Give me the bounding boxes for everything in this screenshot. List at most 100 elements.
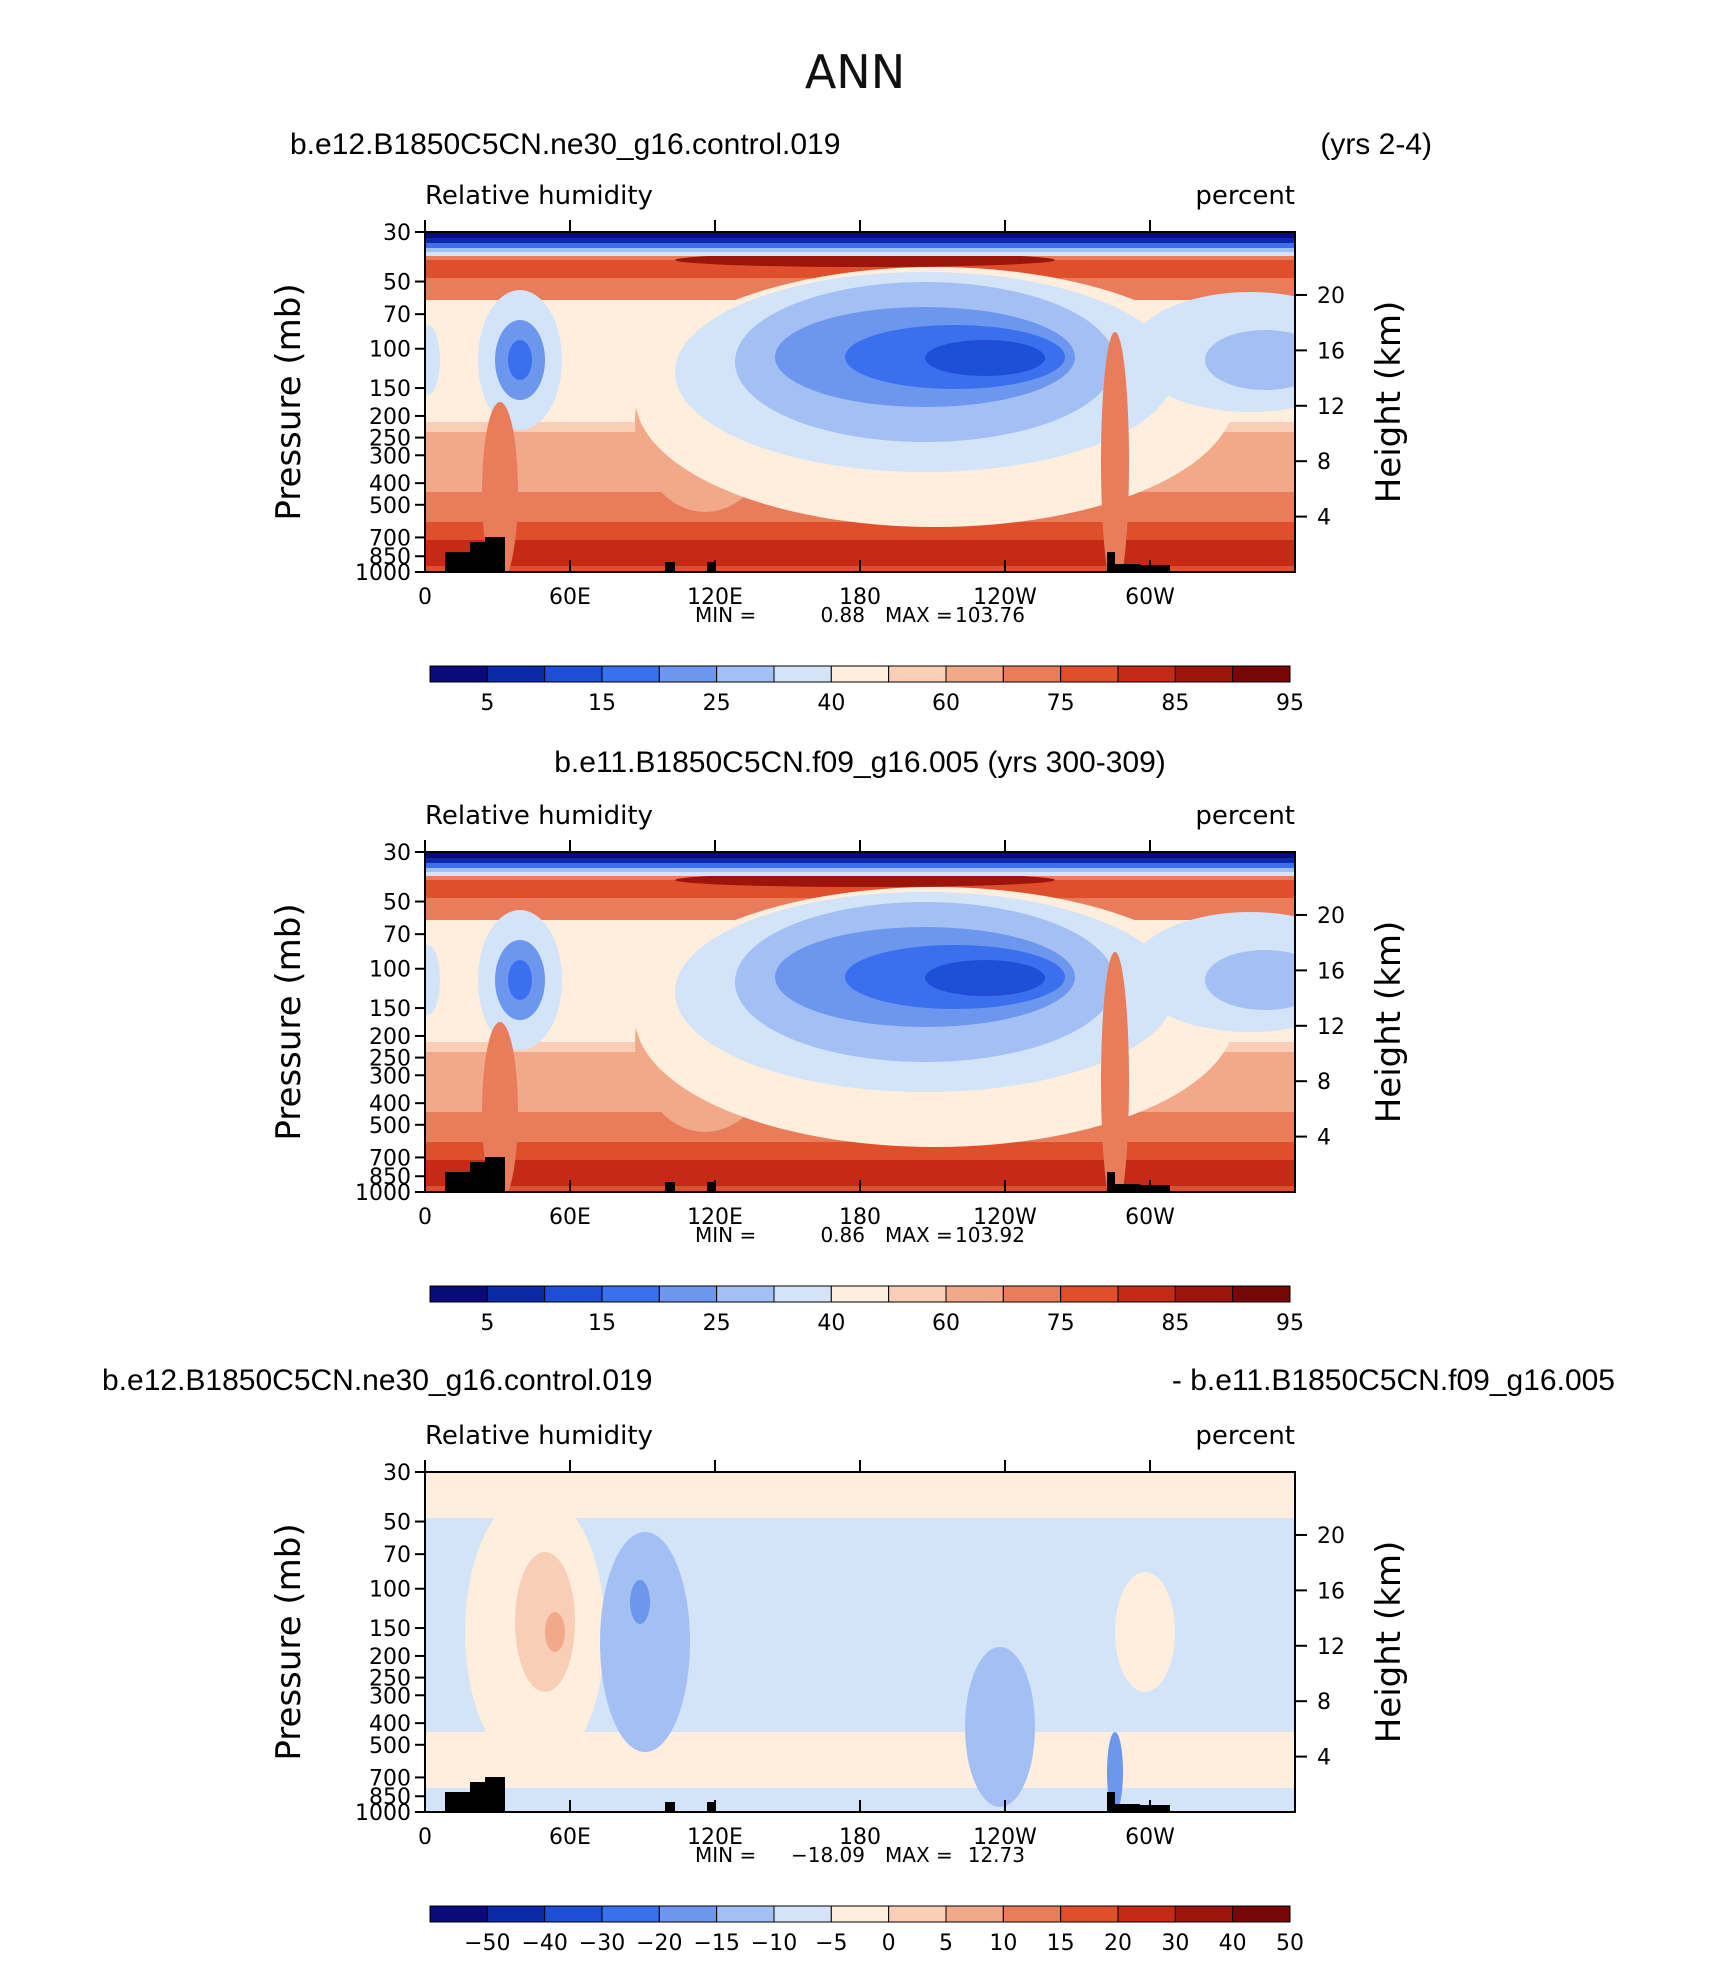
height-label-4: 4 — [1317, 1126, 1331, 1151]
colorbar-cell-0 — [429, 665, 488, 683]
max-label: MAX = — [885, 603, 953, 627]
panel-3-title-left: b.e12.B1850C5CN.ne30_g16.control.019 — [102, 1364, 652, 1397]
strat-5 — [425, 252, 1295, 256]
max-label: MAX = — [885, 1843, 953, 1867]
colorbar-label-5: 75 — [1047, 691, 1075, 716]
pressure-label-300: 300 — [369, 444, 411, 469]
dry-west-edge — [425, 325, 440, 395]
colorbar-cell-5 — [716, 1285, 775, 1303]
topography-7 — [1140, 565, 1170, 572]
colorbar-label-1: 15 — [588, 691, 616, 716]
colorbar-cell-5 — [716, 1905, 775, 1923]
pressure-label-30: 30 — [383, 1461, 411, 1486]
andes-column — [1101, 332, 1129, 572]
colorbar-cell-8 — [888, 1905, 947, 1923]
upper-band-2 — [425, 880, 1295, 898]
height-label-8: 8 — [1317, 1070, 1331, 1095]
subtitle-right: percent — [1195, 801, 1295, 831]
pressure-label-400: 400 — [369, 1092, 411, 1117]
panel-3-title-right: - b.e11.B1850C5CN.f09_g16.005 — [1172, 1364, 1615, 1397]
panel-3-plot: Relative humidity percent3050701001502002… — [269, 1421, 1409, 1956]
pressure-label-400: 400 — [369, 1712, 411, 1737]
dry-zone-5 — [925, 340, 1045, 376]
height-label-12: 12 — [1317, 1015, 1345, 1040]
ylabel: Pressure (mb) — [269, 1523, 309, 1760]
upper-max — [675, 873, 1055, 887]
colorbar-cell-10 — [1002, 665, 1062, 683]
colorbar-cell-12 — [1117, 1905, 1176, 1923]
pressure-label-700: 700 — [369, 526, 411, 551]
lon-label-180: 180 — [839, 1205, 881, 1230]
height-label-4: 4 — [1317, 506, 1331, 531]
colorbar-cell-0 — [429, 1905, 488, 1923]
min-value: 0.88 — [820, 603, 865, 627]
dry-zone-5 — [925, 960, 1045, 996]
colorbar-label-2: −30 — [579, 1931, 625, 1956]
topography-7 — [1140, 1185, 1170, 1192]
pressure-label-200: 200 — [369, 405, 411, 430]
pressure-label-100: 100 — [369, 958, 411, 983]
lon-label-120W: 120W — [973, 1825, 1037, 1850]
panel-1-title-right: (yrs 2-4) — [1320, 128, 1432, 161]
lon-label-60W: 60W — [1125, 585, 1175, 610]
topography-6 — [1115, 1804, 1140, 1812]
colorbar-label-0: 5 — [480, 1311, 494, 1336]
colorbar-cell-4 — [658, 1285, 718, 1303]
colorbar-cell-7 — [830, 1285, 890, 1303]
colorbar-cell-6 — [773, 665, 832, 683]
subtitle-left: Relative humidity — [425, 801, 653, 831]
topography-2 — [485, 1157, 505, 1192]
ylabel-right: Height (km) — [1369, 1541, 1409, 1744]
contour-field — [425, 1472, 1295, 1812]
lon-label-120W: 120W — [973, 1205, 1037, 1230]
colorbar-cell-1 — [486, 1905, 546, 1923]
colorbar-cell-3 — [601, 1285, 660, 1303]
colorbar-label-12: 30 — [1161, 1931, 1189, 1956]
dry-west-edge — [425, 945, 440, 1015]
pressure-label-70: 70 — [383, 1543, 411, 1568]
pressure-label-150: 150 — [369, 377, 411, 402]
topography-4 — [707, 1182, 715, 1192]
strat-4 — [425, 248, 1295, 252]
colorbar-cell-9 — [945, 1905, 1004, 1923]
lon-label-180: 180 — [839, 585, 881, 610]
neg-lobe-120w — [965, 1647, 1035, 1807]
dry-atlantic-2 — [1205, 330, 1295, 390]
pos-lobe-60e-core — [515, 1552, 575, 1692]
colorbar-cell-3 — [601, 665, 660, 683]
neg-lobe-90e — [600, 1532, 690, 1752]
colorbar-cell-11 — [1060, 1905, 1119, 1923]
colorbar-label-11: 20 — [1104, 1931, 1132, 1956]
colorbar-cell-1 — [486, 1285, 546, 1303]
contour-field — [425, 852, 1295, 1192]
dry-cell-60e-3 — [508, 340, 532, 380]
colorbar-label-0: −50 — [464, 1931, 510, 1956]
colorbar-cell-6 — [773, 1905, 832, 1923]
colorbar-label-4: 60 — [932, 1311, 960, 1336]
pressure-label-50: 50 — [383, 891, 411, 916]
panel-1: b.e12.B1850C5CN.ne30_g16.control.019 (yr… — [269, 128, 1432, 716]
colorbar-label-6: 85 — [1161, 691, 1189, 716]
lon-label-0: 0 — [418, 1205, 432, 1230]
colorbar-cell-9 — [945, 665, 1004, 683]
strat-1 — [425, 232, 1295, 238]
lon-label-60E: 60E — [549, 585, 591, 610]
subtitle-right: percent — [1195, 181, 1295, 211]
dry-atlantic-2 — [1205, 950, 1295, 1010]
pressure-label-300: 300 — [369, 1684, 411, 1709]
pressure-label-250: 250 — [369, 1667, 411, 1692]
pressure-label-700: 700 — [369, 1766, 411, 1791]
africa-column — [482, 402, 518, 572]
pressure-label-50: 50 — [383, 271, 411, 296]
strat-4 — [425, 868, 1295, 872]
pressure-label-70: 70 — [383, 923, 411, 948]
colorbar-label-7: 95 — [1276, 691, 1304, 716]
colorbar-cell-2 — [544, 1285, 603, 1303]
colorbar-cell-4 — [658, 665, 718, 683]
topography-0 — [445, 1792, 470, 1812]
contour-field — [425, 232, 1295, 572]
upper-max — [675, 253, 1055, 267]
colorbar-label-6: 85 — [1161, 1311, 1189, 1336]
colorbar-cell-9 — [945, 1285, 1004, 1303]
topography-7 — [1140, 1805, 1170, 1812]
